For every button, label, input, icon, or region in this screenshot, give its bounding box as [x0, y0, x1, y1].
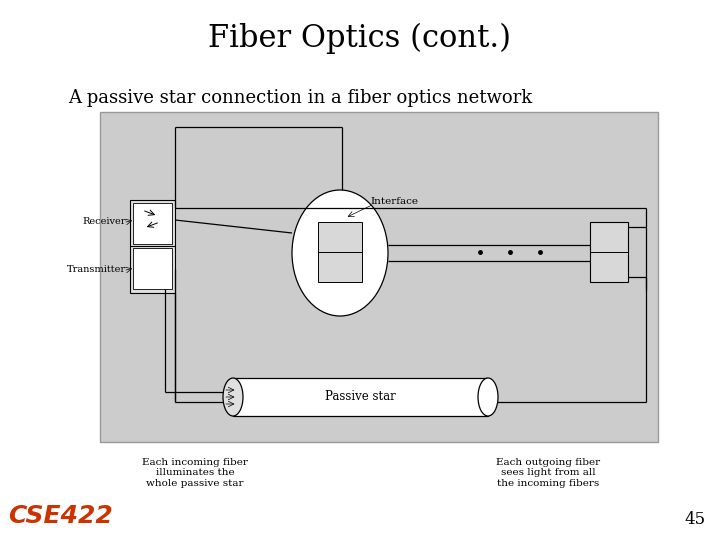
Bar — [130, 200, 175, 293]
Text: CSE422: CSE422 — [8, 504, 113, 528]
Ellipse shape — [223, 378, 243, 416]
Text: A passive star connection in a fiber optics network: A passive star connection in a fiber opt… — [68, 89, 532, 107]
Bar — [133, 248, 172, 289]
Ellipse shape — [478, 378, 498, 416]
Text: Receiver: Receiver — [83, 218, 126, 226]
Text: Each incoming fiber
illuminates the
whole passive star: Each incoming fiber illuminates the whol… — [142, 458, 248, 488]
Ellipse shape — [292, 190, 388, 316]
Bar — [100, 112, 658, 442]
Bar — [590, 222, 628, 282]
Text: Each outgoing fiber
sees light from all
the incoming fibers: Each outgoing fiber sees light from all … — [496, 458, 600, 488]
Bar — [318, 222, 362, 282]
Bar — [133, 203, 172, 244]
Text: Fiber Optics (cont.): Fiber Optics (cont.) — [209, 22, 511, 53]
Text: Transmitter: Transmitter — [67, 266, 126, 274]
Text: Interface: Interface — [370, 197, 418, 206]
Text: 45: 45 — [685, 511, 706, 528]
Bar — [233, 378, 488, 416]
Text: Passive star: Passive star — [325, 390, 396, 403]
